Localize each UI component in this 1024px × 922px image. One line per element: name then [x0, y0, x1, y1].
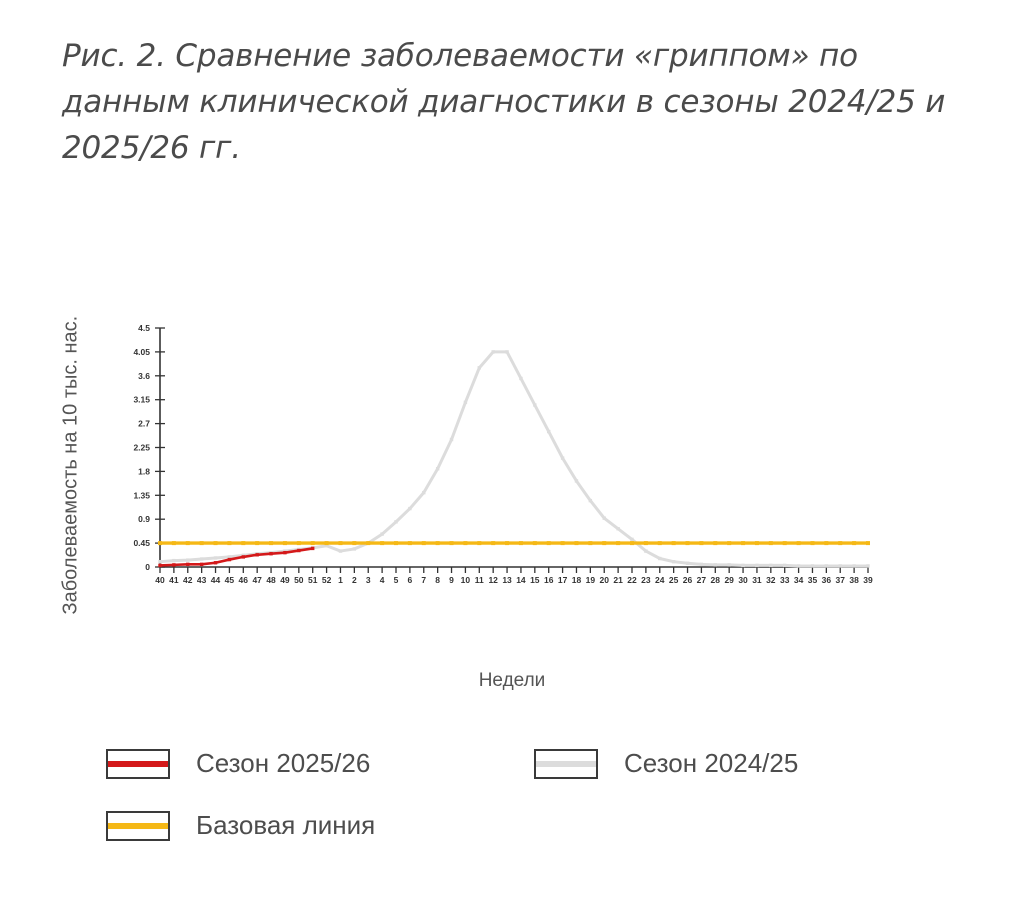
svg-text:2: 2 [352, 575, 357, 585]
svg-text:12: 12 [488, 575, 498, 585]
svg-text:22: 22 [627, 575, 637, 585]
svg-text:34: 34 [794, 575, 804, 585]
svg-text:33: 33 [780, 575, 790, 585]
chart-legend: Сезон 2025/26 Сезон 2024/25 Базовая лини… [0, 748, 1024, 872]
svg-text:8: 8 [435, 575, 440, 585]
legend-swatch-baseline [106, 810, 170, 841]
svg-text:40: 40 [155, 575, 165, 585]
svg-text:25: 25 [669, 575, 679, 585]
svg-text:26: 26 [683, 575, 693, 585]
svg-text:13: 13 [502, 575, 512, 585]
svg-text:50: 50 [294, 575, 304, 585]
svg-text:31: 31 [752, 575, 762, 585]
svg-text:1.8: 1.8 [138, 466, 150, 476]
x-axis-title: Недели [478, 670, 546, 691]
legend-label-season-2024-25: Сезон 2024/25 [624, 748, 799, 778]
svg-text:42: 42 [183, 575, 193, 585]
svg-text:4.5: 4.5 [138, 323, 150, 333]
page-title: Рис. 2. Сравнение заболеваемости «гриппо… [62, 38, 946, 166]
svg-text:0.9: 0.9 [138, 514, 150, 524]
svg-text:4.05: 4.05 [133, 347, 150, 357]
svg-text:7: 7 [421, 575, 426, 585]
svg-text:28: 28 [711, 575, 721, 585]
svg-text:24: 24 [655, 575, 665, 585]
svg-text:46: 46 [239, 575, 249, 585]
svg-text:47: 47 [252, 575, 262, 585]
legend-swatch-season-2024-25 [534, 748, 598, 779]
svg-text:30: 30 [738, 575, 748, 585]
svg-text:38: 38 [849, 575, 859, 585]
svg-text:6: 6 [408, 575, 413, 585]
svg-text:32: 32 [766, 575, 776, 585]
svg-text:41: 41 [169, 575, 179, 585]
svg-text:20: 20 [600, 575, 610, 585]
svg-text:11: 11 [475, 575, 484, 585]
svg-text:36: 36 [822, 575, 832, 585]
svg-text:29: 29 [724, 575, 734, 585]
svg-text:19: 19 [586, 575, 596, 585]
svg-text:1: 1 [338, 575, 343, 585]
legend-item-baseline[interactable]: Базовая линия [106, 810, 375, 841]
legend-item-season-2025-26[interactable]: Сезон 2025/26 [106, 748, 370, 779]
svg-text:2.25: 2.25 [133, 443, 150, 453]
svg-text:35: 35 [808, 575, 818, 585]
svg-text:45: 45 [225, 575, 235, 585]
svg-text:16: 16 [544, 575, 554, 585]
svg-text:9: 9 [449, 575, 454, 585]
legend-row-2: Базовая линия [0, 810, 1024, 872]
svg-text:48: 48 [266, 575, 276, 585]
svg-text:4: 4 [380, 575, 385, 585]
svg-text:3.6: 3.6 [138, 371, 150, 381]
legend-label-baseline: Базовая линия [196, 810, 376, 840]
svg-text:15: 15 [530, 575, 540, 585]
legend-swatch-season-2025-26 [106, 748, 170, 779]
legend-row-1: Сезон 2025/26 Сезон 2024/25 [0, 748, 1024, 810]
svg-text:49: 49 [280, 575, 290, 585]
svg-text:3.15: 3.15 [133, 395, 150, 405]
svg-text:2.7: 2.7 [138, 419, 150, 429]
svg-text:43: 43 [197, 575, 207, 585]
svg-text:23: 23 [641, 575, 651, 585]
x-axis-ticks: 40 41 42 43 44 45 46 47 48 49 50 51 52 1 2 3 4 5 6 7 8 9 10 11 1… [155, 567, 873, 585]
svg-text:0.45: 0.45 [133, 538, 150, 548]
svg-text:14: 14 [516, 575, 526, 585]
data-series-layer [158, 350, 870, 568]
legend-label-season-2025-26: Сезон 2025/26 [196, 748, 371, 778]
svg-text:1.35: 1.35 [133, 490, 150, 500]
svg-text:0: 0 [145, 562, 150, 572]
svg-text:18: 18 [572, 575, 582, 585]
svg-text:52: 52 [322, 575, 332, 585]
svg-text:17: 17 [558, 575, 568, 585]
svg-text:37: 37 [836, 575, 846, 585]
svg-text:10: 10 [461, 575, 471, 585]
svg-text:39: 39 [863, 575, 873, 585]
svg-text:21: 21 [613, 575, 623, 585]
line-chart-plot: 0 0.45 0.9 1.35 1.8 2.25 2.7 3.15 3.6 4.05 4.5 40 4… [133, 323, 873, 585]
svg-text:51: 51 [308, 575, 318, 585]
svg-text:44: 44 [211, 575, 221, 585]
svg-text:27: 27 [697, 575, 707, 585]
svg-text:3: 3 [366, 575, 371, 585]
svg-text:5: 5 [394, 575, 399, 585]
legend-item-season-2024-25[interactable]: Сезон 2024/25 [534, 748, 798, 779]
